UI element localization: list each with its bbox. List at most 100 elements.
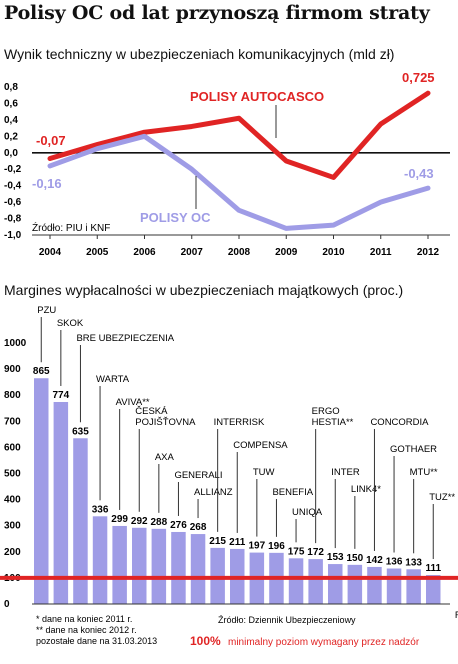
bar-y-tick: 1000 xyxy=(4,338,27,349)
bar xyxy=(112,525,127,604)
bar-value-bg xyxy=(69,424,92,438)
line-y-tick: -0,8 xyxy=(4,214,22,225)
line-x-tick: 2011 xyxy=(370,247,392,258)
bar-value-bg xyxy=(383,554,406,568)
bar-category-label: ČESKÁ xyxy=(135,406,168,417)
bar-value-bg xyxy=(187,520,210,534)
autocasco-series-line xyxy=(47,90,431,180)
line-x-tick: 2006 xyxy=(133,247,156,258)
line-chart-title: Wynik techniczny w ubezpieczeniach komun… xyxy=(4,46,395,62)
bar-category-label: AVIVA** xyxy=(116,397,150,408)
autocasco-end-value: 0,725 xyxy=(402,70,435,85)
bar-value-label: 635 xyxy=(72,426,89,437)
bar xyxy=(34,378,49,604)
autocasco-start-value: -0,07 xyxy=(36,133,66,148)
bar xyxy=(73,438,88,604)
bar-y-tick: 800 xyxy=(4,390,21,401)
bar xyxy=(132,527,147,604)
bar xyxy=(367,566,382,604)
oc-start-value: -0,16 xyxy=(32,176,62,191)
bar-value-bg xyxy=(30,364,53,378)
bar xyxy=(288,558,304,604)
line-y-tick: -1,0 xyxy=(4,230,22,241)
oc-end-value: -0,43 xyxy=(404,166,434,181)
line-y-tick: -0,4 xyxy=(4,181,22,192)
bar-category-label: RM xyxy=(455,610,458,621)
line-y-tick: 0,4 xyxy=(4,115,18,126)
bar xyxy=(386,568,402,604)
bar-value-label: 288 xyxy=(151,517,168,528)
bar-category-label: SKOK xyxy=(57,318,84,329)
bar xyxy=(308,559,323,604)
bar xyxy=(171,531,186,604)
bar xyxy=(328,564,343,604)
bar-value-bg xyxy=(49,387,72,401)
bar-chart-title: Margines wypłacalności w ubezpieczeniach… xyxy=(4,282,404,298)
reference-caption: minimalny poziom wymagany przez nadzór xyxy=(228,637,420,648)
bar-y-tick: 0 xyxy=(4,599,10,610)
bar-value-label: 299 xyxy=(111,514,128,525)
bar xyxy=(53,401,69,604)
bar-value-label: 133 xyxy=(405,557,422,568)
bar-value-bg xyxy=(402,555,425,569)
bar-y-tick: 600 xyxy=(4,442,21,453)
line-x-tick: 2008 xyxy=(228,247,251,258)
bar-category-label: AXA xyxy=(155,452,175,463)
line-x-tick: 2010 xyxy=(322,247,345,258)
bar-footnote: ** dane na koniec 2012 r. xyxy=(36,625,137,635)
bar-category-label: UNIQA xyxy=(292,507,323,518)
bar-value-bg xyxy=(422,561,445,575)
line-y-tick: 0,0 xyxy=(4,148,18,159)
bar-value-label: 215 xyxy=(209,536,226,547)
bar-y-tick: 300 xyxy=(4,521,21,532)
bar-value-bg xyxy=(226,534,249,548)
oc-series-line xyxy=(47,133,431,231)
bar-category-label: ERGO xyxy=(312,406,340,417)
bar-category-label: WARTA xyxy=(96,374,130,385)
bar-value-label: 111 xyxy=(425,563,441,574)
bar-category-label: MTU** xyxy=(410,467,438,478)
bar-value-bg xyxy=(147,514,170,528)
bar-category-label: HESTIA** xyxy=(312,417,354,428)
bar-value-label: 211 xyxy=(229,537,246,548)
bar-value-bg xyxy=(324,550,347,564)
bar-category-label: GOTHAER xyxy=(390,444,437,455)
bar-category-label: INTERRISK xyxy=(214,417,265,428)
line-y-tick: -0,6 xyxy=(4,197,22,208)
line-y-tick: 0,2 xyxy=(4,131,18,142)
bar-y-tick: 400 xyxy=(4,495,21,506)
bar-value-label: 136 xyxy=(386,557,403,568)
bar xyxy=(406,569,421,604)
bar-value-label: 175 xyxy=(288,546,305,557)
reference-caption-percent: 100% xyxy=(190,634,221,648)
line-chart-source: Źródło: PIU i KNF xyxy=(32,221,110,234)
bar-value-label: 172 xyxy=(307,547,324,558)
line-x-tick: 2005 xyxy=(86,247,109,258)
line-x-tick: 2007 xyxy=(181,247,204,258)
bar-value-bg xyxy=(108,511,131,525)
line-x-tick: 2004 xyxy=(39,247,62,258)
bar-value-label: 276 xyxy=(170,520,187,531)
bar-y-tick: 900 xyxy=(4,364,21,375)
bar xyxy=(151,528,167,604)
bar xyxy=(426,575,441,604)
bar-category-label: POJIŠŤOVNA xyxy=(135,417,196,428)
bar xyxy=(190,534,206,604)
line-y-tick: 0,8 xyxy=(4,82,18,93)
bar-value-bg xyxy=(304,545,327,559)
bar xyxy=(347,564,363,604)
source-bg xyxy=(215,613,395,625)
bar-y-tick: 500 xyxy=(4,469,21,480)
bar-value-bg xyxy=(245,538,268,552)
bar-value-label: 150 xyxy=(347,553,364,564)
bar-value-bg xyxy=(285,544,308,558)
bar-y-tick: 200 xyxy=(4,547,21,558)
headline: Polisy OC od lat przynoszą firmom straty xyxy=(4,2,430,24)
bar-value-label: 865 xyxy=(33,366,50,377)
bar-category-label: ALLIANZ xyxy=(194,487,233,498)
bar-category-label: BENEFIA xyxy=(272,487,313,498)
bar-value-label: 336 xyxy=(92,504,109,515)
bar-category-label: COMPENSA xyxy=(233,440,288,451)
bar-category-label: TUZ** xyxy=(429,492,455,503)
bar-category-label: CONCORDIA xyxy=(370,417,429,428)
